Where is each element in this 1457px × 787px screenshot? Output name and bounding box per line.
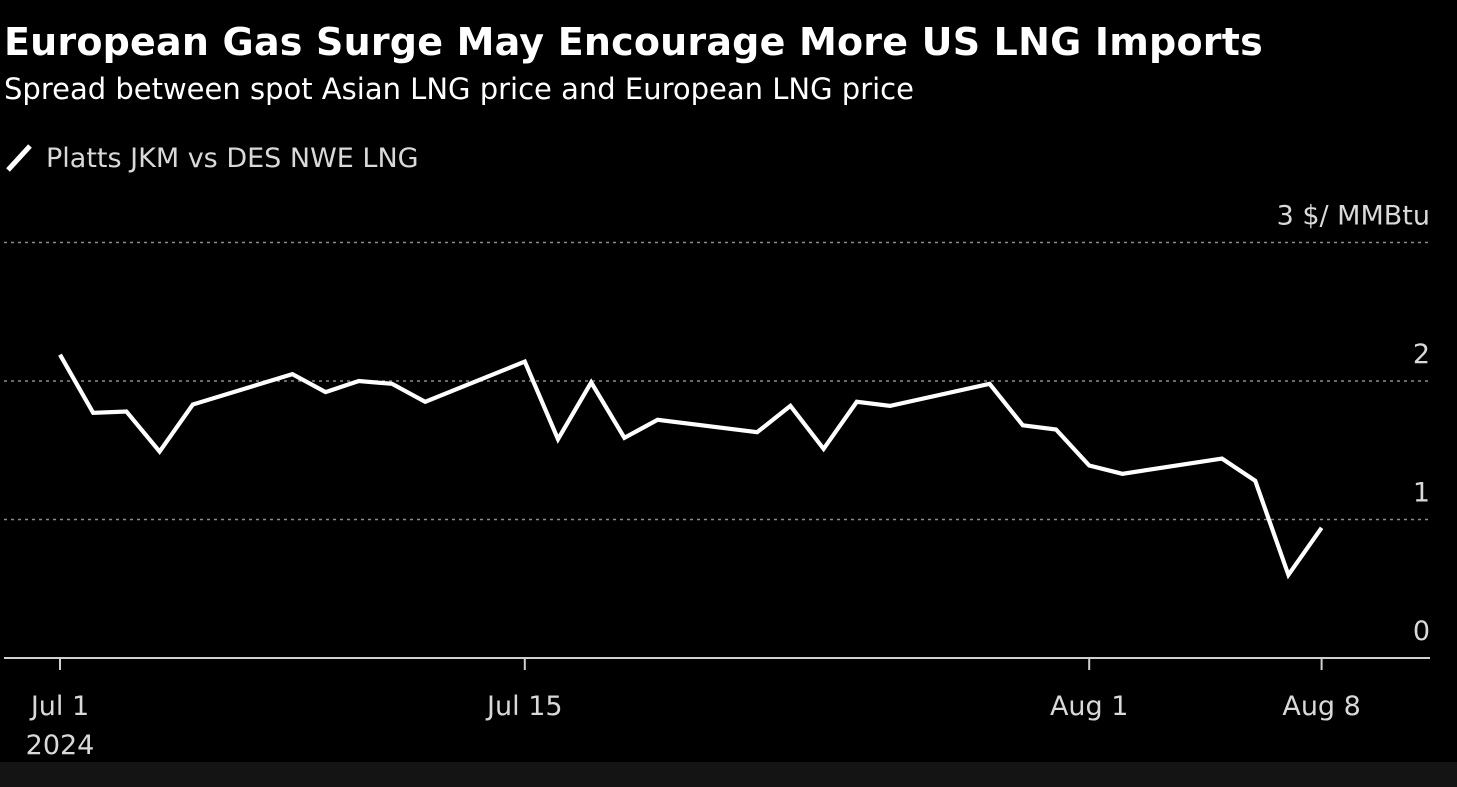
chart-title: European Gas Surge May Encourage More US… — [4, 20, 1263, 64]
gridlines — [4, 241, 1430, 521]
legend-label: Platts JKM vs DES NWE LNG — [46, 142, 419, 174]
x-tick-sublabel: 2024 — [26, 730, 95, 761]
y-tick-label-1: 1 — [1413, 478, 1430, 509]
x-tick-label: Aug 1 — [1050, 691, 1128, 722]
x-tick-label: Jul 1 — [29, 691, 89, 722]
x-tick-label: Aug 8 — [1282, 691, 1360, 722]
y-tick-label-0: 0 — [1413, 616, 1430, 647]
footer-band — [0, 762, 1457, 787]
y-axis-labels: 0 1 2 3 $/ MMBtu — [1277, 201, 1430, 648]
y-tick-label-2: 2 — [1413, 339, 1430, 370]
y-tick-label-3: 3 $/ MMBtu — [1277, 201, 1430, 232]
legend-line-icon — [6, 144, 32, 172]
series-layer — [58, 353, 1324, 580]
legend: Platts JKM vs DES NWE LNG — [4, 138, 419, 178]
chart-subtitle: Spread between spot Asian LNG price and … — [4, 72, 914, 106]
x-tick-label: Jul 15 — [485, 691, 563, 722]
x-axis: Jul 1 2024 Jul 15 Aug 1 Aug 8 — [4, 657, 1430, 761]
series-line-0 — [58, 353, 1324, 580]
